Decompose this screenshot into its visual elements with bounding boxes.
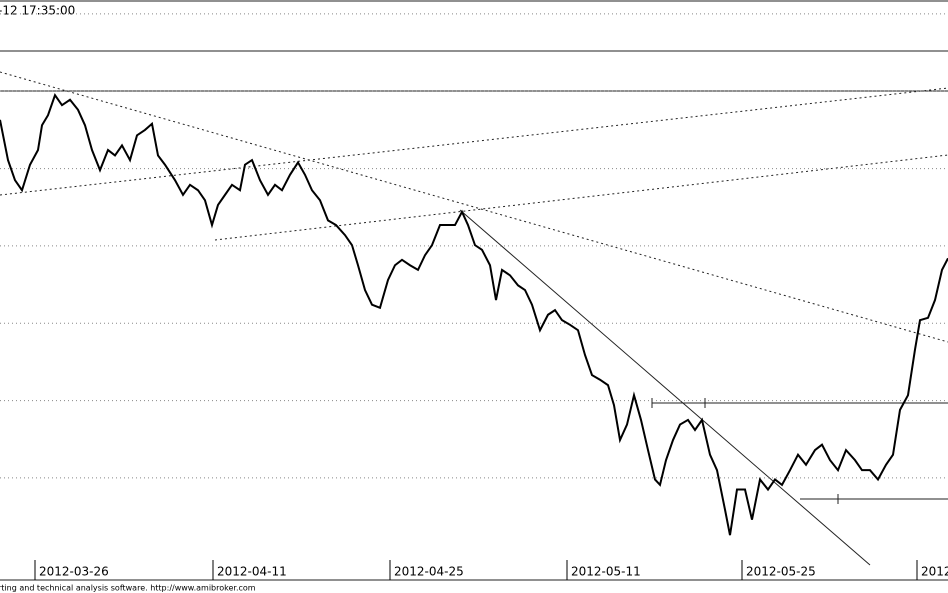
trend-line: [0, 87, 948, 196]
trend-line: [0, 71, 948, 343]
x-tick-label: 2012-05-25: [746, 565, 816, 579]
x-tick-label: 2012-04-25: [394, 565, 464, 579]
footer: rting and technical analysis software. h…: [0, 584, 256, 593]
chart-title: -12 17:35:00: [0, 4, 75, 18]
x-tick-label: 2012: [921, 565, 948, 579]
x-tick-label: 2012-03-26: [39, 565, 109, 579]
x-tick-label: 2012-04-11: [217, 565, 287, 579]
trend-line: [459, 209, 871, 566]
x-tick-label: 2012-05-11: [571, 565, 641, 579]
price-line: [0, 92, 948, 536]
